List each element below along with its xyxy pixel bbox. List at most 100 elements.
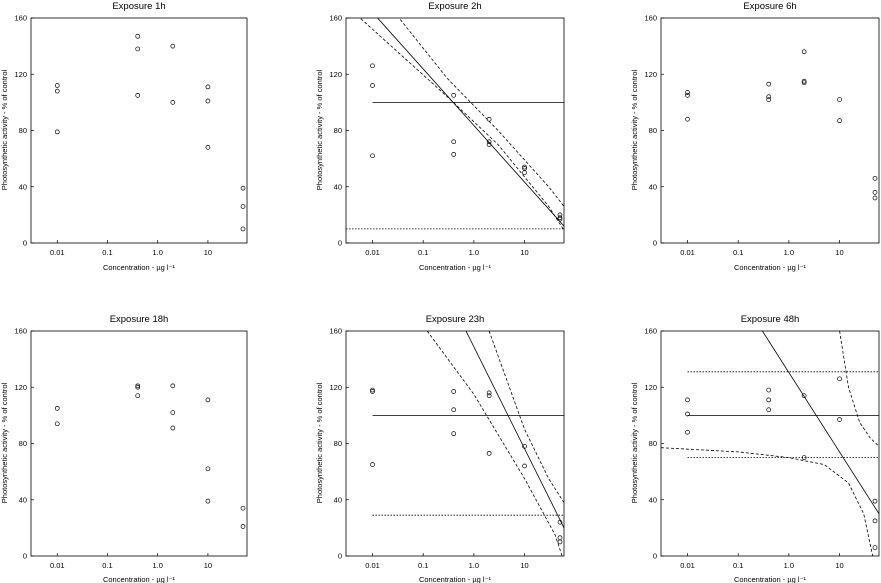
x-tick-label: 0.01: [50, 248, 65, 257]
y-tick-label: 120: [14, 383, 27, 392]
panel-title: Exposure 1h: [112, 1, 165, 12]
x-tick-label: 10: [520, 248, 528, 257]
x-axis-label: Concentration - µg l⁻¹: [734, 263, 807, 272]
data-point: [135, 92, 141, 98]
data-point: [872, 518, 878, 524]
x-tick-label: 1.0: [152, 248, 162, 257]
y-tick-label: 120: [329, 383, 342, 392]
x-tick-label: 1.0: [784, 561, 794, 570]
data-point: [451, 92, 457, 98]
panel-title: Exposure 18h: [110, 314, 169, 325]
data-point: [205, 84, 211, 90]
x-tick-label: 1.0: [469, 248, 479, 257]
y-tick-label: 80: [334, 439, 342, 448]
data-point: [522, 463, 527, 469]
data-point: [135, 46, 141, 52]
x-tick-label: 0.01: [680, 561, 695, 570]
confidence-band-line: [839, 331, 879, 447]
data-point: [170, 410, 176, 415]
y-tick-label: 40: [334, 495, 342, 504]
y-tick-label: 160: [14, 14, 27, 23]
data-point: [370, 462, 375, 467]
y-tick-label: 40: [19, 182, 27, 191]
data-point: [872, 195, 878, 201]
data-point: [557, 519, 563, 525]
data-point: [522, 170, 527, 176]
panel-title: Exposure 6h: [743, 1, 796, 12]
data-point: [522, 164, 527, 170]
data-point: [240, 185, 246, 191]
panel-exposure-6h: Exposure 6h Concentration - µg l⁻¹ Photo…: [630, 1, 880, 272]
y-tick-label: 40: [649, 182, 657, 191]
plot-frame: [660, 17, 880, 244]
y-tick-label: 120: [644, 383, 657, 392]
data-point: [135, 393, 141, 399]
y-tick-label: 0: [23, 552, 27, 561]
y-tick-label: 160: [644, 327, 657, 336]
data-point: [486, 393, 492, 399]
panel-title: Exposure 2h: [428, 1, 481, 12]
y-axis-label: Photosynthetic activity - % of control: [315, 382, 324, 503]
y-tick-label: 40: [649, 495, 657, 504]
data-point: [451, 389, 457, 394]
data-point: [801, 393, 807, 399]
data-point: [837, 376, 842, 382]
panel-title: Exposure 48h: [741, 314, 800, 325]
data-point: [240, 204, 246, 209]
data-point: [370, 63, 375, 69]
y-tick-label: 160: [644, 14, 657, 23]
data-point: [370, 83, 375, 88]
y-tick-label: 160: [329, 327, 342, 336]
fitted-line: [377, 18, 564, 227]
data-point: [486, 116, 492, 122]
data-point: [451, 431, 457, 437]
data-point: [766, 387, 772, 393]
data-point: [685, 411, 690, 417]
data-point: [54, 88, 60, 94]
data-point: [451, 407, 457, 413]
data-point: [801, 78, 807, 84]
data-point: [837, 417, 842, 422]
x-axis-label: Concentration - µg l⁻¹: [419, 575, 492, 583]
data-point: [135, 384, 141, 390]
confidence-band-line: [426, 331, 563, 556]
y-tick-label: 40: [334, 182, 342, 191]
y-axis-label: Photosynthetic activity - % of control: [0, 69, 9, 190]
y-tick-label: 120: [644, 70, 657, 79]
data-point: [370, 389, 375, 394]
confidence-band-line: [488, 331, 564, 503]
panel-exposure-48h: Exposure 48h Concentration - µg l⁻¹ Phot…: [630, 314, 880, 583]
data-point: [170, 100, 176, 105]
y-axis-label: Photosynthetic activity - % of control: [630, 69, 639, 190]
y-tick-label: 0: [338, 239, 342, 248]
panel-exposure-23h: Exposure 23h Concentration - µg l⁻¹ Phot…: [315, 314, 565, 583]
fitted-line: [762, 331, 879, 515]
data-point: [170, 383, 176, 389]
x-tick-label: 10: [520, 561, 528, 570]
plot-frame: [660, 330, 880, 557]
y-tick-label: 160: [14, 327, 27, 336]
panel-exposure-2h: Exposure 2h Concentration - µg l⁻¹ Photo…: [315, 1, 565, 272]
data-point: [451, 152, 457, 157]
data-point: [240, 505, 246, 511]
data-point: [486, 142, 492, 147]
data-point: [872, 175, 878, 181]
y-tick-label: 80: [334, 126, 342, 135]
data-point: [486, 450, 492, 456]
plot-frame: [345, 17, 565, 244]
y-tick-label: 120: [14, 70, 27, 79]
fitted-line: [465, 331, 564, 529]
data-point: [685, 92, 690, 98]
x-axis-label: Concentration - µg l⁻¹: [734, 575, 807, 583]
y-tick-label: 0: [338, 552, 342, 561]
data-point: [135, 33, 141, 39]
data-point: [685, 116, 690, 122]
data-point: [486, 139, 492, 145]
x-tick-label: 0.1: [733, 248, 743, 257]
x-tick-label: 10: [835, 248, 843, 257]
x-tick-label: 0.1: [418, 248, 428, 257]
data-point: [205, 397, 211, 403]
data-point: [837, 118, 842, 124]
data-point: [370, 387, 375, 393]
x-tick-label: 0.1: [418, 561, 428, 570]
